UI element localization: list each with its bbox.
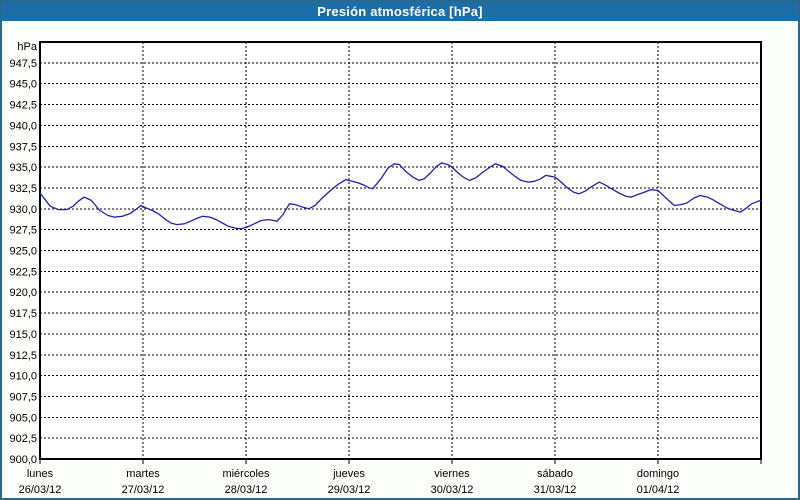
y-tick-label: 910,0 xyxy=(9,371,37,383)
y-tick-label: 925,0 xyxy=(9,246,37,258)
x-date-label: 26/03/12 xyxy=(19,484,62,496)
x-date-label: 27/03/12 xyxy=(122,484,165,496)
y-tick-label: 917,5 xyxy=(9,308,37,320)
x-day-label: miércoles xyxy=(222,468,270,480)
y-tick-label: 932,5 xyxy=(9,183,37,195)
x-day-label: sábado xyxy=(537,468,573,480)
x-day-label: viernes xyxy=(434,468,470,480)
y-tick-label: 915,0 xyxy=(9,329,37,341)
y-tick-label: 937,5 xyxy=(9,141,37,153)
x-date-label: 30/03/12 xyxy=(431,484,474,496)
y-tick-label: 907,5 xyxy=(9,391,37,403)
y-tick-label: 922,5 xyxy=(9,266,37,278)
y-tick-label: 930,0 xyxy=(9,204,37,216)
y-tick-label: 942,5 xyxy=(9,100,37,112)
y-tick-label: 935,0 xyxy=(9,162,37,174)
x-date-label: 28/03/12 xyxy=(225,484,268,496)
y-tick-label: 945,0 xyxy=(9,79,37,91)
y-tick-label: 900,0 xyxy=(9,454,37,466)
y-tick-label: 927,5 xyxy=(9,225,37,237)
y-tick-label: 902,5 xyxy=(9,433,37,445)
y-tick-label: 920,0 xyxy=(9,287,37,299)
y-tick-label: 940,0 xyxy=(9,120,37,132)
y-tick-label: 947,5 xyxy=(9,58,37,70)
window-title: Presión atmosférica [hPa] xyxy=(317,4,483,19)
x-date-label: 31/03/12 xyxy=(534,484,577,496)
x-day-label: martes xyxy=(126,468,160,480)
y-tick-label: 905,0 xyxy=(9,412,37,424)
y-tick-label: 912,5 xyxy=(9,350,37,362)
pressure-chart: hPa 947,5 945,0 942,5 940,0 937,5 935,0 932,5 93… xyxy=(9,41,762,496)
pressure-series-line xyxy=(39,162,762,230)
x-day-label: jueves xyxy=(332,468,365,480)
x-day-label: domingo xyxy=(637,468,679,480)
x-date-label: 01/04/12 xyxy=(637,484,680,496)
x-date-label: 29/03/12 xyxy=(328,484,371,496)
window-title-bar: Presión atmosférica [hPa] xyxy=(2,2,798,21)
y-axis-unit-label: hPa xyxy=(17,41,37,53)
x-day-label: lunes xyxy=(27,468,54,480)
